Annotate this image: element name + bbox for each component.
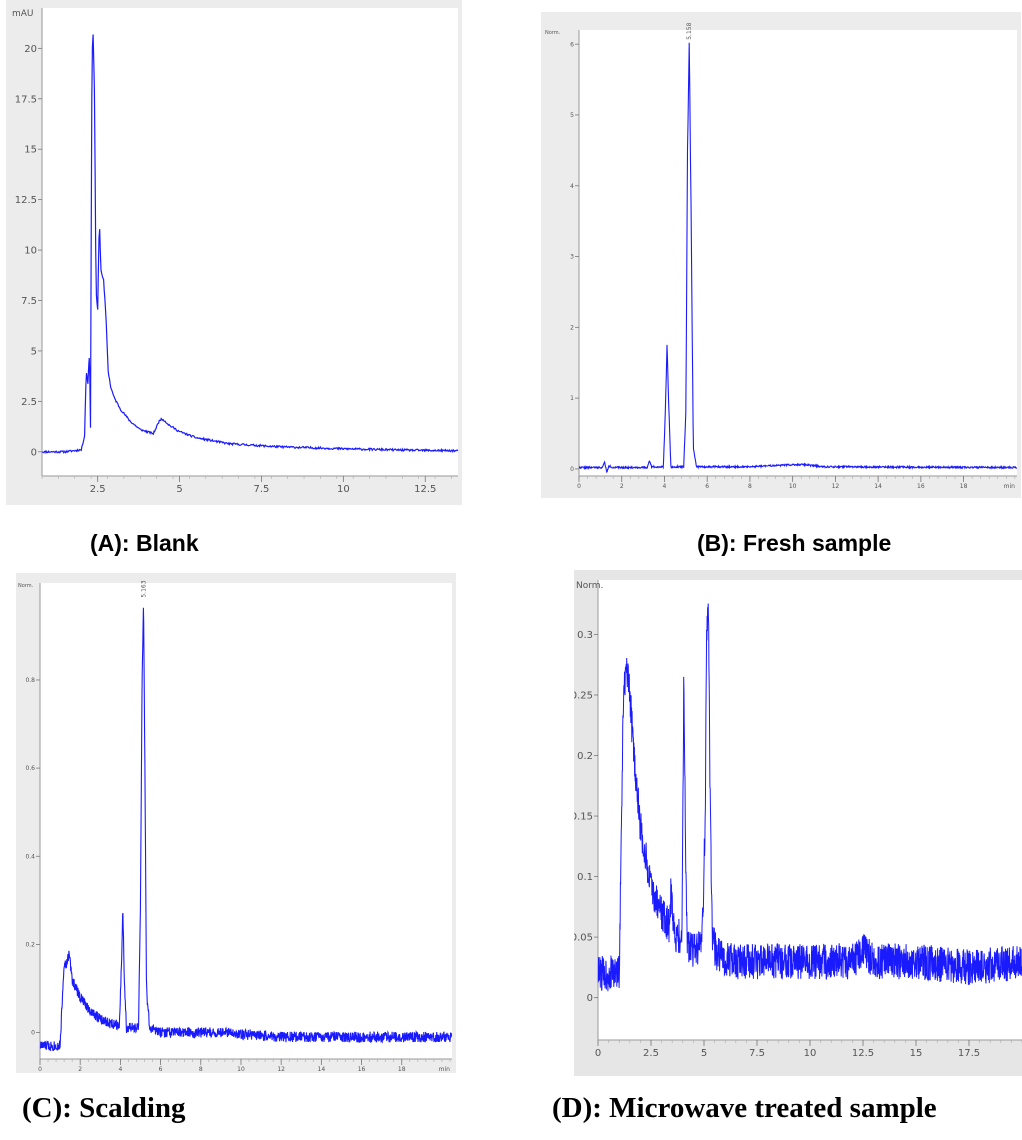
y-tick-label: 7.5 — [21, 296, 37, 307]
x-tick-label: 8 — [748, 483, 752, 490]
chart-panel-b: 0 2 4 6 8 10 12 14 16 18 min 0 1 2 3 4 5 6 Norm. 5.158 — [541, 12, 1021, 498]
x-tick-label: 4 — [663, 483, 667, 490]
x-tick-label: 15 — [910, 1048, 923, 1059]
x-tick-label: 6 — [159, 1066, 163, 1073]
y-tick-label: 3 — [570, 254, 574, 261]
y-axis-label: mAU — [12, 9, 34, 19]
y-tick-label: 0.2 — [577, 751, 593, 762]
y-axis-label: Norm. — [576, 581, 603, 591]
chart-blank: 2.5 5 7.5 10 12.5 0 2.5 5 7.5 10 12.5 15 17.5 20 mAU — [6, 0, 462, 505]
x-tick-label: 7.5 — [749, 1048, 765, 1059]
chart-scalding: 0 2 4 6 8 10 12 14 16 18 min 0 0.2 0.4 0.6 0.8 Norm. 5.16… — [16, 573, 456, 1073]
y-tick-label: 0 — [570, 466, 574, 473]
chart-panel-c: 0 2 4 6 8 10 12 14 16 18 min 0 0.2 0.4 0.6 0.8 Norm. 5.16… — [16, 573, 456, 1073]
x-tick-label: 16 — [358, 1066, 366, 1073]
x-axis-label: min — [439, 1066, 451, 1073]
x-tick-label: 18 — [398, 1066, 406, 1073]
x-tick-label: 2.5 — [90, 484, 106, 495]
x-tick-label: 12.5 — [852, 1048, 874, 1059]
peak-label: 5.163 — [141, 580, 148, 597]
y-tick-label: 4 — [570, 183, 574, 190]
x-tick-label: 16 — [917, 483, 925, 490]
y-tick-label: 0 — [587, 993, 593, 1004]
caption-b: (B): Fresh sample — [697, 530, 892, 556]
plot-area — [579, 30, 1017, 476]
chart-panel-a: 2.5 5 7.5 10 12.5 0 2.5 5 7.5 10 12.5 15 17.5 20 mAU — [6, 0, 462, 505]
x-tick-label: 10 — [789, 483, 797, 490]
y-tick-label: 0.1 — [577, 872, 593, 883]
x-tick-label: 14 — [874, 483, 882, 490]
y-axis-label: Norm. — [545, 30, 561, 36]
caption-c: (C): Scalding — [22, 1092, 186, 1124]
x-tick-label: 5 — [176, 484, 182, 495]
plot-area — [42, 8, 458, 476]
x-tick-label: 2 — [78, 1066, 82, 1073]
x-tick-label: 17.5 — [958, 1048, 980, 1059]
x-tick-label: 2 — [620, 483, 624, 490]
caption-d: (D): Microwave treated sample — [552, 1092, 937, 1124]
y-tick-label: 0.6 — [25, 765, 35, 772]
y-tick-label: 0 — [31, 1030, 35, 1037]
y-tick-label: 0 — [31, 447, 37, 458]
y-tick-label: 0.8 — [25, 677, 35, 684]
x-tick-label: 0 — [38, 1066, 42, 1073]
y-tick-label: 0.4 — [25, 853, 35, 860]
x-tick-label: 12.5 — [414, 484, 436, 495]
y-tick-label: 2 — [570, 324, 574, 331]
y-tick-label: 1 — [570, 395, 574, 402]
y-tick-label: 0.05 — [574, 933, 593, 944]
y-tick-label: 2.5 — [21, 397, 37, 408]
y-axis-label: Norm. — [18, 583, 34, 589]
x-tick-label: 7.5 — [254, 484, 270, 495]
chromatogram-line — [578, 42, 1018, 474]
chromatogram-line — [41, 34, 459, 454]
y-tick-label: 0.3 — [577, 630, 593, 641]
x-tick-label: 4 — [118, 1066, 122, 1073]
chart-microwave-treated: 0 2.5 5 7.5 10 12.5 15 17.5 0 0.05 0.1 0.15 0.2 0.25 0… — [574, 570, 1022, 1076]
chart-panel-d: 0 2.5 5 7.5 10 12.5 15 17.5 0 0.05 0.1 0.15 0.2 0.25 0… — [574, 570, 1022, 1076]
x-axis-label: min — [1004, 483, 1016, 490]
peak-label: 5.158 — [686, 22, 693, 39]
x-tick-label: 12 — [277, 1066, 285, 1073]
x-tick-label: 10 — [237, 1066, 245, 1073]
y-tick-label: 6 — [570, 41, 574, 48]
y-tick-label: 15 — [24, 145, 37, 156]
x-tick-label: 18 — [960, 483, 968, 490]
x-tick-label: 0 — [595, 1048, 601, 1059]
chromatogram-line — [39, 607, 453, 1052]
x-tick-label: 12 — [832, 483, 840, 490]
x-tick-label: 6 — [705, 483, 709, 490]
chromatogram-line — [597, 603, 1022, 992]
y-tick-label: 20 — [24, 44, 37, 55]
caption-a: (A): Blank — [90, 530, 199, 556]
y-tick-label: 0.2 — [25, 942, 35, 949]
x-tick-label: 5 — [701, 1048, 707, 1059]
x-tick-label: 14 — [318, 1066, 326, 1073]
x-tick-label: 10 — [337, 484, 350, 495]
y-tick-label: 0.15 — [574, 812, 593, 823]
y-tick-label: 0.25 — [574, 691, 593, 702]
y-tick-label: 12.5 — [15, 195, 37, 206]
x-tick-label: 2.5 — [643, 1048, 659, 1059]
y-tick-label: 5 — [570, 112, 574, 119]
y-tick-label: 5 — [31, 346, 37, 357]
x-tick-label: 0 — [577, 483, 581, 490]
x-tick-label: 8 — [199, 1066, 203, 1073]
y-tick-label: 10 — [24, 246, 37, 257]
plot-area — [40, 583, 452, 1059]
y-tick-label: 17.5 — [15, 94, 37, 105]
x-tick-label: 10 — [804, 1048, 817, 1059]
